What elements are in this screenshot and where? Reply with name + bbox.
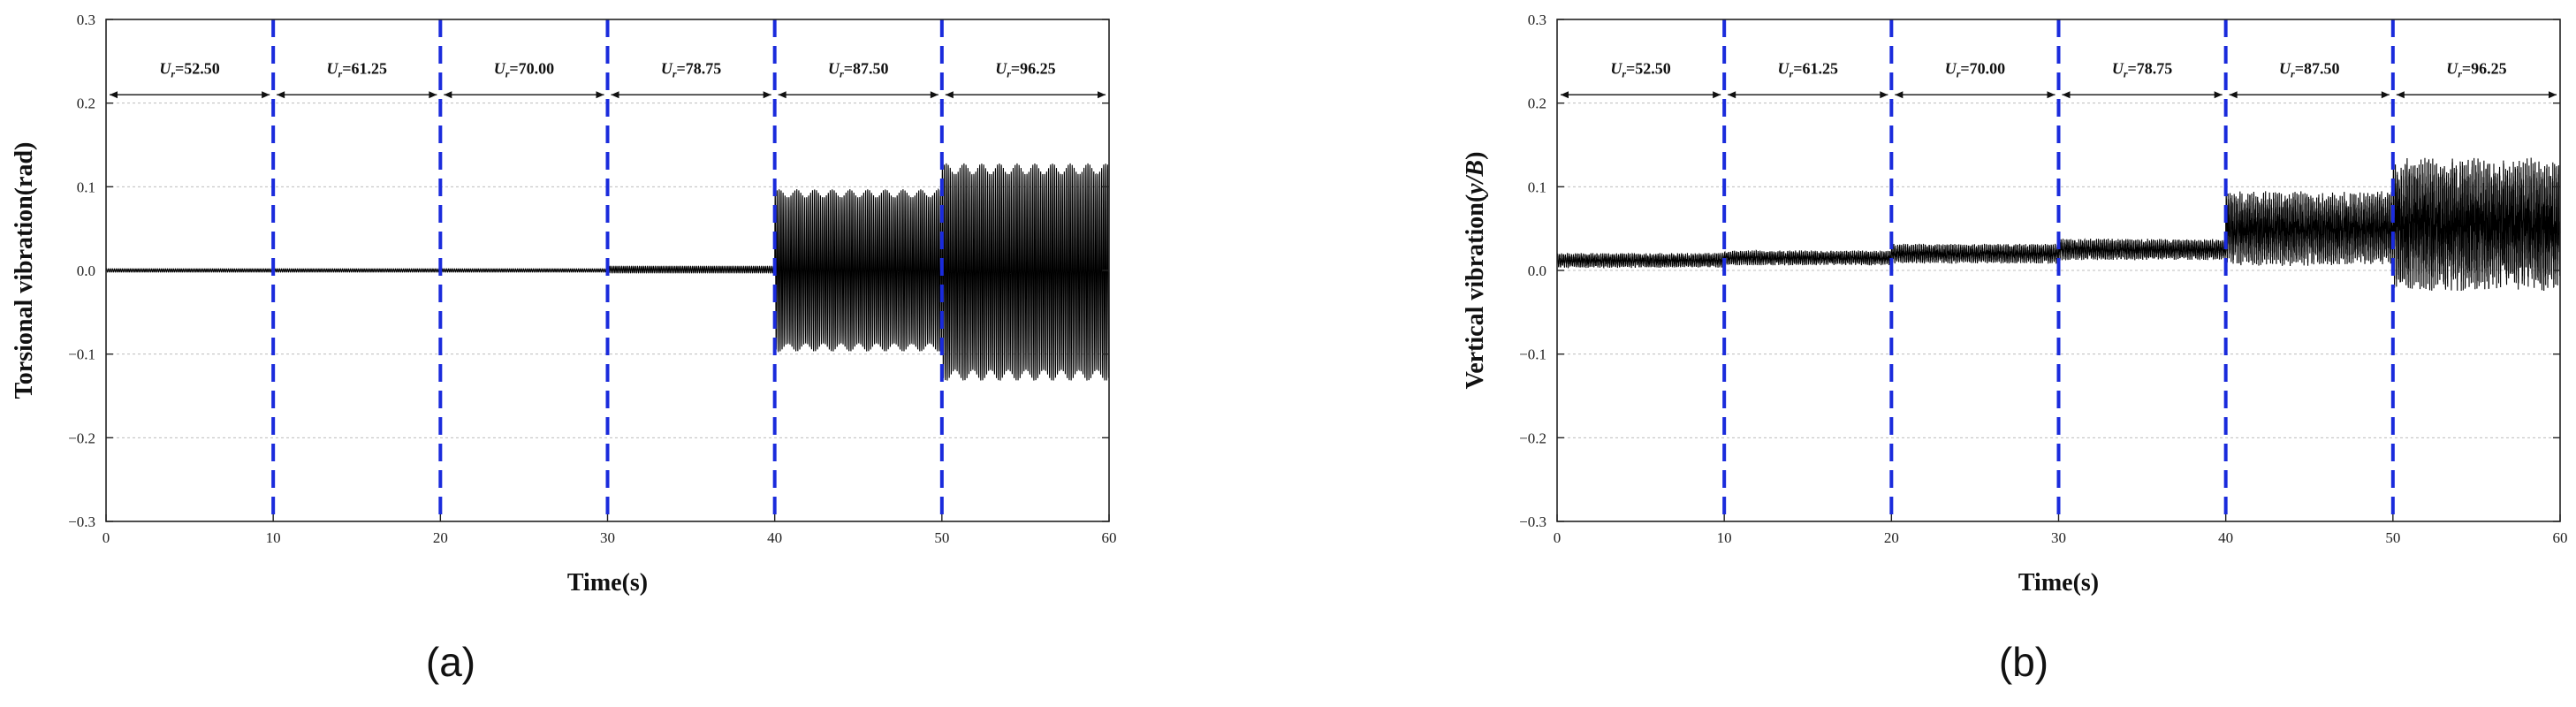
segment-velocity-label: Ur=87.50 <box>828 60 888 80</box>
segment-arrowhead-left <box>1561 91 1569 99</box>
segment-arrowhead-left <box>444 91 452 99</box>
x-tick-label: 50 <box>934 529 949 546</box>
segment-arrowhead-left <box>2396 91 2405 99</box>
segment-arrowhead-left <box>1895 91 1904 99</box>
segment-velocity-label: Ur=70.00 <box>1945 60 2005 80</box>
x-axis-title: Time(s) <box>2018 569 2099 597</box>
y-tick-label: 0.1 <box>1528 179 1546 195</box>
y-tick-label: 0.2 <box>77 95 95 112</box>
segment-velocity-label: Ur=96.25 <box>2446 60 2506 80</box>
x-tick-label: 10 <box>1717 529 1732 546</box>
segment-arrowhead-right <box>429 91 437 99</box>
x-tick-label: 50 <box>2385 529 2400 546</box>
y-tick-label: −0.3 <box>68 513 95 530</box>
y-axis-title: Torsional vibration(rad) <box>11 142 38 399</box>
y-axis-title: Vertical vibration(y/B) <box>1462 152 1489 390</box>
segment-arrowhead-right <box>930 91 938 99</box>
segment-arrowhead-right <box>1880 91 1888 99</box>
x-tick-label: 40 <box>2218 529 2233 546</box>
segment-arrowhead-left <box>945 91 954 99</box>
segment-velocity-label: Ur=78.75 <box>661 60 721 80</box>
x-tick-label: 0 <box>103 529 110 546</box>
y-tick-label: 0.3 <box>77 11 95 28</box>
chart-panel-a: Ur=52.50 Ur=61.25 Ur=70.00 Ur=78.75 Ur=87.50… <box>11 11 1117 597</box>
segment-arrowhead-left <box>110 91 118 99</box>
y-tick-label: −0.1 <box>1519 346 1546 363</box>
segment-arrowhead-right <box>262 91 270 99</box>
segment-arrowhead-right <box>2549 91 2557 99</box>
x-tick-label: 20 <box>433 529 448 546</box>
segment-velocity-label: Ur=52.50 <box>1610 60 1670 80</box>
x-tick-label: 0 <box>1554 529 1562 546</box>
segment-arrowhead-left <box>611 91 619 99</box>
chart-panel-b: Ur=52.50 Ur=61.25 Ur=70.00 Ur=78.75 Ur=87.50… <box>1462 11 2568 597</box>
x-tick-label: 20 <box>1884 529 1899 546</box>
segment-velocity-label: Ur=87.50 <box>2279 60 2339 80</box>
segment-velocity-label: Ur=78.75 <box>2112 60 2172 80</box>
x-tick-label: 60 <box>1102 529 1117 546</box>
segment-arrowhead-right <box>763 91 771 99</box>
segment-arrowhead-left <box>277 91 285 99</box>
segment-velocity-label: Ur=61.25 <box>1778 60 1838 80</box>
x-tick-label: 60 <box>2553 529 2568 546</box>
y-tick-label: 0.0 <box>77 262 95 279</box>
segment-arrowhead-right <box>1098 91 1106 99</box>
x-tick-label: 40 <box>767 529 782 546</box>
segment-arrowhead-right <box>1713 91 1721 99</box>
segment-arrowhead-left <box>1728 91 1736 99</box>
x-tick-label: 30 <box>2051 529 2066 546</box>
segment-velocity-label: Ur=52.50 <box>159 60 219 80</box>
panel-label-b: (b) <box>1999 639 2048 685</box>
y-tick-label: 0.3 <box>1528 11 1546 28</box>
segment-arrowhead-right <box>2214 91 2223 99</box>
segment-arrowhead-right <box>2047 91 2055 99</box>
segment-arrowhead-right <box>2381 91 2390 99</box>
panel-label-a: (a) <box>426 639 475 685</box>
x-axis-title: Time(s) <box>567 569 648 597</box>
segment-arrowhead-left <box>2229 91 2238 99</box>
y-tick-label: −0.1 <box>68 346 95 363</box>
y-tick-label: 0.1 <box>77 179 95 195</box>
x-tick-label: 10 <box>266 529 281 546</box>
y-tick-label: 0.0 <box>1528 262 1546 279</box>
segment-arrowhead-right <box>596 91 604 99</box>
segment-velocity-label: Ur=61.25 <box>327 60 387 80</box>
segment-velocity-label: Ur=70.00 <box>494 60 554 80</box>
x-tick-label: 30 <box>600 529 615 546</box>
segment-arrowhead-left <box>2062 91 2071 99</box>
y-tick-label: −0.3 <box>1519 513 1546 530</box>
y-tick-label: −0.2 <box>1519 430 1546 446</box>
segment-velocity-label: Ur=96.25 <box>995 60 1055 80</box>
y-tick-label: −0.2 <box>68 430 95 446</box>
segment-arrowhead-left <box>778 91 786 99</box>
y-tick-label: 0.2 <box>1528 95 1546 112</box>
